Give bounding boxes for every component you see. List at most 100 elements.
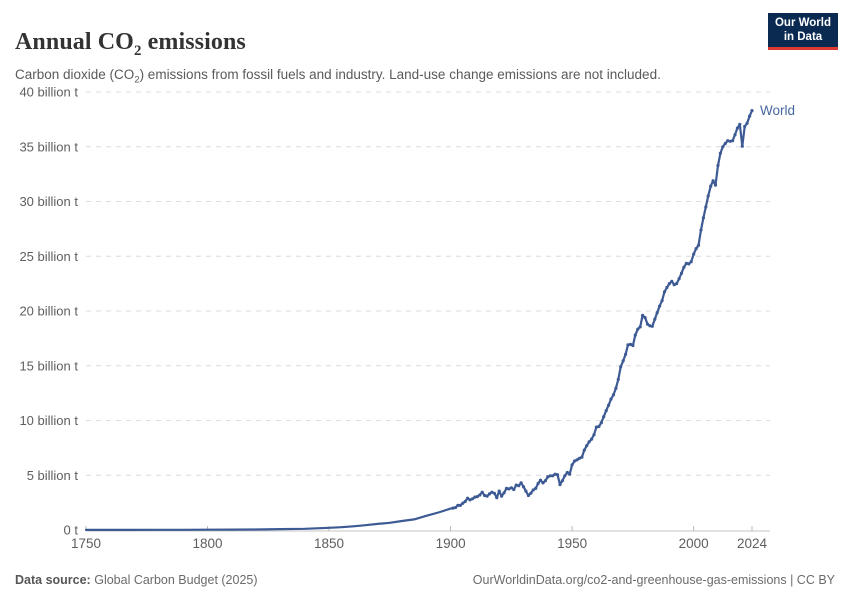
data-point-marker bbox=[536, 481, 540, 486]
data-point-marker bbox=[590, 437, 594, 441]
data-point-marker bbox=[568, 472, 572, 476]
world-series-label[interactable]: World bbox=[760, 103, 795, 118]
title-subscript: 2 bbox=[133, 42, 142, 59]
data-point-marker bbox=[731, 139, 735, 143]
data-point-marker bbox=[692, 252, 696, 256]
data-point-marker bbox=[616, 377, 620, 381]
x-axis-label: 2024 bbox=[737, 536, 768, 551]
y-axis-label: 10 billion t bbox=[19, 413, 78, 428]
data-point-marker bbox=[699, 228, 703, 232]
data-point-marker bbox=[592, 433, 596, 437]
data-source-note: Data source: Global Carbon Budget (2025) bbox=[15, 573, 258, 587]
x-axis-label: 1850 bbox=[314, 536, 344, 551]
data-point-marker bbox=[662, 290, 667, 294]
x-axis-label: 1900 bbox=[436, 536, 466, 551]
data-point-marker bbox=[500, 494, 504, 498]
data-point-marker bbox=[718, 151, 723, 155]
data-point-marker bbox=[679, 271, 684, 275]
data-point-marker bbox=[531, 488, 535, 492]
data-point-marker bbox=[555, 473, 560, 477]
data-point-marker bbox=[548, 474, 552, 478]
data-point-marker bbox=[694, 247, 698, 251]
y-axis-label: 25 billion t bbox=[19, 249, 78, 264]
title-text-tail: emissions bbox=[141, 29, 246, 56]
chart-title: Annual CO2 emissions bbox=[15, 29, 246, 59]
data-point-marker bbox=[504, 486, 509, 490]
y-axis-label: 40 billion t bbox=[19, 85, 78, 100]
y-axis-label: 20 billion t bbox=[19, 304, 78, 319]
data-point-marker bbox=[495, 496, 499, 500]
data-point-marker bbox=[509, 486, 513, 490]
data-point-marker bbox=[487, 492, 492, 496]
data-point-marker bbox=[573, 459, 577, 463]
data-point-marker bbox=[451, 506, 455, 510]
data-point-marker bbox=[704, 205, 708, 209]
data-point-marker bbox=[483, 493, 487, 498]
data-point-marker bbox=[553, 472, 557, 476]
data-point-marker bbox=[743, 124, 747, 129]
data-point-marker bbox=[740, 144, 744, 148]
data-point-marker bbox=[529, 491, 533, 495]
data-point-marker bbox=[684, 261, 689, 265]
data-point-marker bbox=[621, 359, 625, 363]
data-point-marker bbox=[480, 490, 484, 494]
owid-logo[interactable]: Our World in Data bbox=[768, 13, 838, 50]
data-point-marker bbox=[750, 109, 754, 113]
data-point-marker bbox=[551, 474, 555, 478]
x-axis-label: 1950 bbox=[557, 536, 587, 551]
data-point-marker bbox=[660, 299, 664, 303]
data-point-marker bbox=[580, 455, 584, 459]
data-point-marker bbox=[594, 425, 599, 429]
data-point-marker bbox=[687, 262, 691, 266]
data-point-marker bbox=[470, 497, 475, 501]
data-point-marker bbox=[628, 342, 633, 346]
data-source-label: Data source: bbox=[15, 573, 91, 587]
owid-url-link[interactable]: OurWorldinData.org/co2-and-greenhouse-ga… bbox=[472, 573, 835, 587]
data-point-marker bbox=[726, 139, 730, 143]
x-axis-label: 1800 bbox=[193, 536, 223, 551]
data-point-marker bbox=[519, 481, 523, 485]
data-point-marker bbox=[716, 163, 720, 167]
data-point-marker bbox=[665, 285, 669, 290]
data-point-marker bbox=[587, 440, 591, 444]
data-point-marker bbox=[611, 393, 616, 397]
data-point-marker bbox=[502, 491, 506, 495]
data-point-marker bbox=[507, 487, 511, 491]
data-point-marker bbox=[677, 277, 681, 281]
data-point-marker bbox=[650, 324, 654, 328]
data-point-marker bbox=[626, 343, 630, 347]
data-point-marker bbox=[461, 501, 465, 505]
data-point-marker bbox=[604, 409, 608, 413]
title-text: Annual CO bbox=[15, 29, 134, 56]
data-point-marker bbox=[565, 470, 569, 475]
world-series-line[interactable] bbox=[84, 109, 754, 531]
data-point-marker bbox=[609, 397, 613, 401]
data-point-marker bbox=[534, 486, 538, 490]
chart-subtitle: Carbon dioxide (CO2) emissions from foss… bbox=[15, 67, 661, 85]
data-point-marker bbox=[597, 424, 601, 429]
data-point-marker bbox=[696, 243, 701, 247]
data-point-marker bbox=[490, 490, 494, 494]
y-axis-label: 5 billion t bbox=[27, 468, 79, 483]
data-point-marker bbox=[453, 506, 458, 510]
data-point-marker bbox=[670, 279, 674, 283]
data-point-marker bbox=[497, 489, 501, 493]
data-point-marker bbox=[689, 260, 693, 264]
data-point-marker bbox=[570, 463, 574, 467]
data-point-marker bbox=[577, 456, 582, 460]
data-source-value: Global Carbon Budget (2025) bbox=[94, 573, 258, 587]
chart-footer: Data source: Global Carbon Budget (2025)… bbox=[15, 573, 835, 587]
data-point-marker bbox=[638, 325, 642, 329]
data-point-marker bbox=[468, 498, 472, 502]
data-point-marker bbox=[682, 265, 686, 269]
data-point-marker bbox=[709, 184, 713, 188]
data-point-marker bbox=[607, 403, 611, 407]
data-point-marker bbox=[575, 458, 579, 462]
data-point-marker bbox=[463, 499, 467, 504]
data-point-marker bbox=[585, 444, 589, 448]
data-point-marker bbox=[721, 145, 725, 149]
data-point-marker bbox=[541, 481, 545, 485]
data-point-marker bbox=[543, 479, 548, 483]
data-point-marker bbox=[631, 343, 635, 348]
